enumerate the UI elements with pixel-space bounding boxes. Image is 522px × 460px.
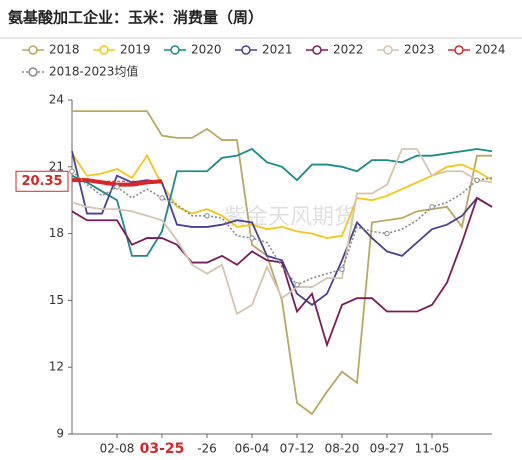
legend-marker <box>170 45 180 55</box>
y-tick-label: 15 <box>49 293 64 307</box>
x-tick-label: 06-04 <box>235 442 270 456</box>
avg-point <box>384 230 390 237</box>
avg-point <box>69 168 75 174</box>
avg-point <box>249 235 255 241</box>
x-tick-label: -26 <box>197 442 217 456</box>
legend-marker <box>28 45 38 55</box>
highlight-box <box>15 170 69 192</box>
x-tick-label: 11-05 <box>415 442 450 456</box>
legend-marker <box>454 45 464 55</box>
avg-point <box>159 195 165 201</box>
legend-marker <box>28 67 38 77</box>
y-tick-label: 12 <box>49 360 64 374</box>
x-tick-label: 08-20 <box>325 442 360 456</box>
x-tick-label: 07-12 <box>280 442 315 456</box>
legend-label: 2023 <box>404 43 435 57</box>
legend-marker <box>383 45 393 55</box>
y-tick-label: 24 <box>49 93 64 107</box>
series-line <box>71 148 493 316</box>
series-line <box>71 170 493 286</box>
avg-point <box>294 282 300 288</box>
legend-label: 2020 <box>191 43 222 57</box>
legend-label: 2018 <box>49 43 80 57</box>
series-line <box>71 147 493 257</box>
avg-point <box>429 204 435 210</box>
legend-label: 2019 <box>120 43 151 57</box>
highlight-label: 20.35 <box>21 174 62 189</box>
series-line <box>72 110 492 416</box>
avg-point <box>114 184 120 190</box>
legend-label: 2018-2023均值 <box>49 64 138 79</box>
y-tick-label: 21 <box>49 159 64 173</box>
y-tick-label: 18 <box>49 226 64 240</box>
avg-point <box>474 177 480 183</box>
legend-label: 2021 <box>262 43 293 57</box>
x-tick-label: 09-27 <box>370 442 405 456</box>
legend-marker <box>241 45 251 55</box>
y-tick-label: 9 <box>56 427 64 441</box>
series-line <box>71 196 493 348</box>
legend-marker <box>99 45 109 55</box>
avg-point <box>339 266 345 272</box>
x-tick-label: 02-08 <box>100 442 135 456</box>
chart-title: 氨基酸加工企业：玉米：消费量（周） <box>8 9 263 27</box>
series-line <box>71 152 493 239</box>
legend-marker <box>312 45 322 55</box>
avg-point <box>204 213 210 219</box>
legend-label: 2024 <box>475 43 506 57</box>
x-tick-label: 03-25 <box>140 441 185 457</box>
legend-label: 2022 <box>333 43 364 57</box>
